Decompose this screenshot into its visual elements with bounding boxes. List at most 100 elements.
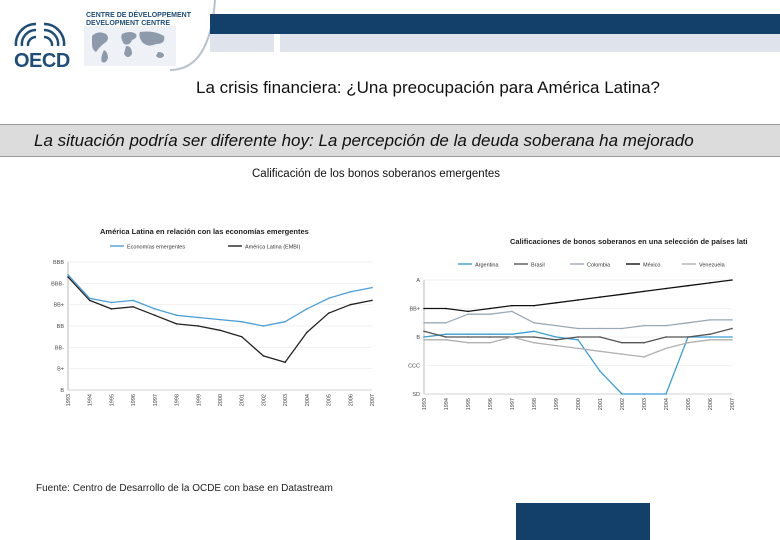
data-point [621, 393, 623, 395]
series-line [424, 279, 733, 313]
source-note: Fuente: Centro de Desarrollo de la OCDE … [36, 483, 333, 494]
x-tick-label: 2004 [664, 398, 670, 410]
oecd-logo [14, 22, 66, 47]
x-tick-label: 1999 [196, 394, 202, 406]
data-point [643, 324, 645, 327]
x-tick-label: 2003 [642, 398, 648, 410]
x-tick-label: 2000 [576, 398, 582, 410]
chart-title: América Latina en relación con las econo… [100, 227, 309, 236]
data-point [467, 333, 469, 335]
data-point [665, 347, 667, 350]
org-name: CENTRE DE DÉVELOPPEMENT DEVELOPMENT CENT… [86, 12, 196, 28]
data-point [555, 344, 557, 347]
data-point [599, 370, 601, 372]
legend-label: Brasil [531, 263, 545, 269]
subtitle-band [0, 124, 780, 157]
data-point [175, 314, 178, 317]
data-point [445, 339, 447, 341]
x-tick-label: 2006 [348, 394, 354, 406]
data-point [599, 336, 601, 338]
data-point [240, 335, 243, 338]
data-point [423, 339, 425, 341]
data-point [665, 393, 667, 395]
y-tick-label: BB+ [409, 307, 420, 313]
data-point [687, 341, 689, 344]
data-point [371, 286, 373, 289]
data-point [511, 310, 513, 313]
data-point [687, 284, 689, 287]
x-tick-label: 1998 [175, 394, 181, 406]
data-point [577, 299, 579, 301]
data-point [577, 336, 579, 338]
x-tick-label: 1996 [488, 398, 494, 410]
data-point [555, 339, 557, 341]
header-bar-divider [274, 34, 280, 52]
data-point [709, 319, 711, 321]
data-point [577, 339, 579, 341]
data-point [175, 323, 178, 325]
x-tick-label: 2002 [261, 394, 267, 406]
data-point [371, 299, 373, 302]
data-point [599, 327, 601, 330]
data-point [110, 301, 113, 304]
data-point [445, 336, 447, 338]
header-bar-light [210, 34, 780, 52]
data-point [621, 353, 623, 355]
footer-bar [516, 503, 650, 540]
data-point [219, 318, 221, 321]
y-tick-label: CCC [408, 364, 420, 370]
data-point [327, 297, 330, 300]
data-point [219, 329, 221, 332]
data-point [132, 306, 134, 308]
data-point [643, 341, 645, 344]
chart-title: Calificaciones de bonos soberanos en una… [510, 237, 747, 246]
data-point [67, 274, 69, 276]
x-tick-label: 2007 [370, 394, 376, 406]
y-tick-label: B [416, 335, 420, 341]
x-tick-label: 1994 [444, 398, 450, 410]
data-point [327, 312, 330, 314]
data-point [284, 361, 286, 364]
data-point [555, 336, 557, 338]
legend-label: México [643, 263, 660, 269]
y-tick-label: BBB [53, 260, 64, 266]
data-point [349, 291, 352, 293]
data-point [665, 336, 667, 338]
data-point [445, 307, 447, 310]
data-point [423, 307, 425, 310]
data-point [511, 304, 513, 307]
data-point [467, 336, 469, 338]
x-tick-label: 1999 [554, 398, 560, 410]
data-point [489, 336, 491, 338]
data-point [621, 327, 623, 330]
series-line [424, 310, 732, 330]
x-tick-label: 2001 [240, 394, 246, 406]
page-title: La crisis financiera: ¿Una preocupación … [196, 78, 660, 97]
data-point [709, 333, 711, 335]
data-point [110, 308, 113, 310]
data-point [533, 330, 535, 333]
x-tick-label: 1993 [422, 398, 428, 410]
data-point [306, 308, 308, 310]
data-point [577, 327, 579, 330]
data-point [687, 336, 689, 338]
y-tick-label: BB [57, 324, 65, 330]
data-point [489, 341, 491, 344]
y-tick-label: BBB- [51, 281, 64, 287]
x-tick-label: 1998 [532, 398, 538, 410]
x-tick-label: 1997 [510, 398, 516, 410]
y-tick-label: SD [412, 392, 420, 398]
data-point [511, 333, 513, 335]
data-point [197, 316, 200, 319]
data-point [197, 325, 200, 327]
data-point [643, 290, 645, 293]
data-point [731, 327, 733, 330]
x-tick-label: 1996 [131, 394, 137, 406]
x-tick-label: 2000 [218, 394, 224, 406]
data-point [240, 320, 243, 323]
data-point [599, 350, 601, 353]
x-tick-label: 2005 [327, 394, 333, 406]
data-point [262, 325, 265, 327]
data-point [423, 336, 425, 338]
legend-label: América Latina (EMBI) [245, 245, 300, 251]
